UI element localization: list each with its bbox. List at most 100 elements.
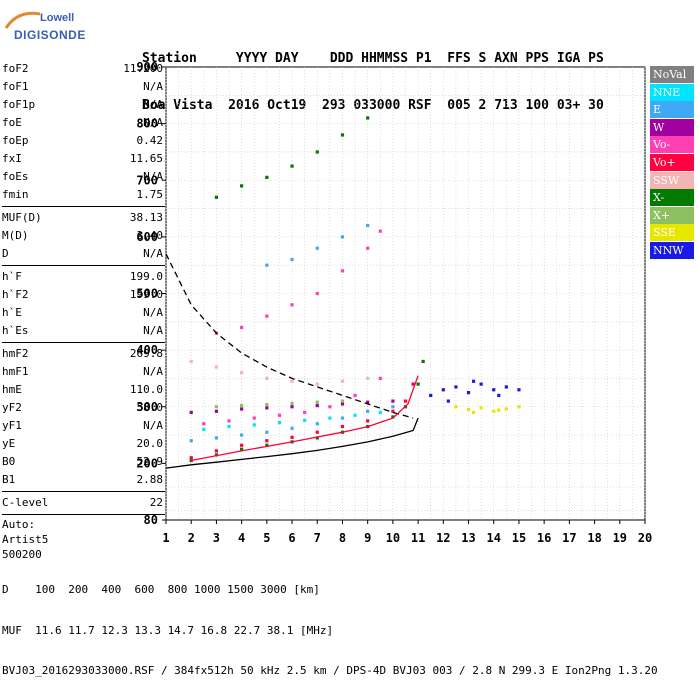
data-point [315,400,319,404]
curve-profile [165,417,419,469]
param-row: foF1 N/A [2,78,165,96]
param-value: 58.0 [136,401,164,414]
param-separator [2,206,165,207]
data-point [214,409,219,413]
data-point [504,407,508,411]
data-point [265,402,269,407]
data-point [454,385,458,389]
data-point [315,246,319,250]
data-point [265,430,269,434]
data-point [214,405,219,409]
param-key: C-level [2,496,49,509]
param-value: 52.9 [136,455,164,468]
data-point [214,449,219,453]
data-point [340,399,345,403]
data-point [265,443,269,447]
param-value: 20.0 [136,437,164,450]
data-point [328,405,332,409]
data-point [366,116,370,120]
legend-item: Vo+ [650,153,694,171]
data-point [391,405,395,409]
x-tick-label: 16 [537,531,551,545]
param-key: h`F2 [2,288,29,301]
param-row: h`Es N/A [2,322,165,340]
param-row: h`F 199.0 [2,268,165,286]
param-value: 1.75 [136,188,164,201]
data-point [340,402,345,406]
param-key: hmF1 [2,365,29,378]
param-key: yF1 [2,419,22,432]
param-key: foEs [2,170,29,183]
x-tick-label: 2 [188,531,195,545]
distance-row: D 100 200 400 600 800 1000 1500 3000 [km… [2,583,320,596]
legend-item: NNW [650,241,694,259]
x-tick-label: 19 [613,531,627,545]
data-point [240,184,244,188]
data-point [290,164,294,168]
param-value: N/A [143,306,163,319]
data-point [303,410,307,415]
data-point [403,399,408,403]
data-point [479,406,483,410]
param-value: 269.8 [129,347,163,360]
x-tick-label: 17 [562,531,576,545]
data-point [240,371,244,375]
param-value: N/A [143,98,163,111]
data-point [466,390,471,395]
param-value: N/A [143,365,163,378]
data-point [328,416,332,420]
param-row: foF2 11.200 [2,60,165,78]
param-value: N/A [143,324,163,337]
data-point [378,376,382,381]
data-point [340,133,345,137]
data-point [353,413,357,417]
param-value: 199.0 [129,270,163,283]
data-point [290,379,294,383]
data-point [202,427,206,431]
legend-item: SSW [650,171,694,189]
data-point [240,447,244,451]
param-row: yF1 N/A [2,417,165,435]
param-value: N/A [143,170,163,183]
data-point [240,443,244,447]
data-point [290,435,294,439]
auto-line: Artist5 [2,533,49,546]
data-point [517,388,521,392]
data-point [252,416,256,420]
data-point [340,235,345,239]
data-point [497,408,501,412]
data-point [277,421,282,425]
data-point [252,423,256,427]
data-point [366,246,370,250]
param-row: fxI 11.65 [2,150,165,168]
x-tick-label: 15 [512,531,526,545]
data-point [366,400,370,404]
data-point [378,229,382,233]
x-tick-label: 10 [386,531,400,545]
param-row: foF1p N/A [2,96,165,114]
data-point [189,359,193,364]
x-tick-label: 1 [162,531,169,545]
data-point [290,303,294,307]
data-point [340,424,345,429]
param-row: hmE 110.0 [2,381,165,399]
data-point [214,365,219,369]
data-point [421,359,425,364]
muf-row: MUF 11.6 11.7 12.3 13.3 14.7 16.8 22.7 3… [2,623,334,637]
param-key: foF1p [2,98,36,111]
param-key: foF1 [2,80,29,93]
parameter-panel: foF2 11.200 foF1 N/A foF1p N/A foE N/A foEp 0.42 f… [2,60,165,562]
param-value: 3.40 [136,229,164,242]
param-row: hmF1 N/A [2,363,165,381]
legend: NoVal NNE E W Vo- Vo+ SSW X- X+ SSE NNW [650,66,694,260]
header-row1: Station YYYY DAY DDD HHMMSS P1 FFS S AXN… [142,51,604,66]
data-point [290,257,294,262]
y-tick-label: 800 [136,117,158,131]
param-row: foE N/A [2,114,165,132]
legend-item: E [650,101,694,119]
param-key: B1 [2,473,16,486]
param-row: B1 2.88 [2,471,165,489]
data-point [315,150,319,154]
param-value: N/A [143,80,163,93]
data-point [240,325,244,330]
